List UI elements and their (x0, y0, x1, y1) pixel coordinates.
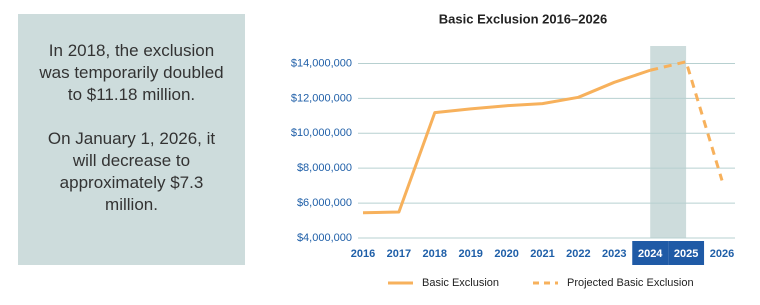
text-panel: In 2018, the exclusion was temporarily d… (18, 14, 245, 265)
x-tick-label: 2017 (387, 248, 411, 260)
highlight-band (650, 46, 687, 238)
x-tick-label: 2023 (602, 248, 626, 260)
x-tick-highlight (668, 241, 705, 265)
y-tick-label: $10,000,000 (291, 127, 352, 139)
x-tick-label: 2018 (423, 248, 447, 260)
series-line (649, 60, 724, 181)
y-tick-label: $4,000,000 (297, 232, 352, 244)
x-tick-label: 2025 (674, 248, 698, 260)
chart-title: Basic Exclusion 2016–2026 (439, 11, 607, 26)
x-tick-label: 2024 (638, 248, 663, 260)
x-tick-label: 2026 (710, 248, 734, 260)
y-tick-label: $14,000,000 (291, 57, 352, 69)
legend-label: Projected Basic Exclusion (567, 277, 694, 289)
x-tick-label: 2021 (530, 248, 554, 260)
y-tick-label: $12,000,000 (291, 92, 352, 104)
x-tick-label: 2022 (566, 248, 590, 260)
x-tick-label: 2016 (351, 248, 375, 260)
panel-paragraph: In 2018, the exclusion was temporarily d… (39, 41, 224, 104)
series-line (362, 68, 651, 215)
x-tick-highlight (632, 241, 669, 265)
legend-label: Basic Exclusion (422, 277, 499, 289)
panel-paragraph: On January 1, 2026, it will decrease to … (47, 129, 216, 214)
x-tick-label: 2019 (458, 248, 482, 260)
y-tick-label: $6,000,000 (297, 197, 352, 209)
x-tick-label: 2020 (494, 248, 518, 260)
y-tick-label: $8,000,000 (297, 162, 352, 174)
